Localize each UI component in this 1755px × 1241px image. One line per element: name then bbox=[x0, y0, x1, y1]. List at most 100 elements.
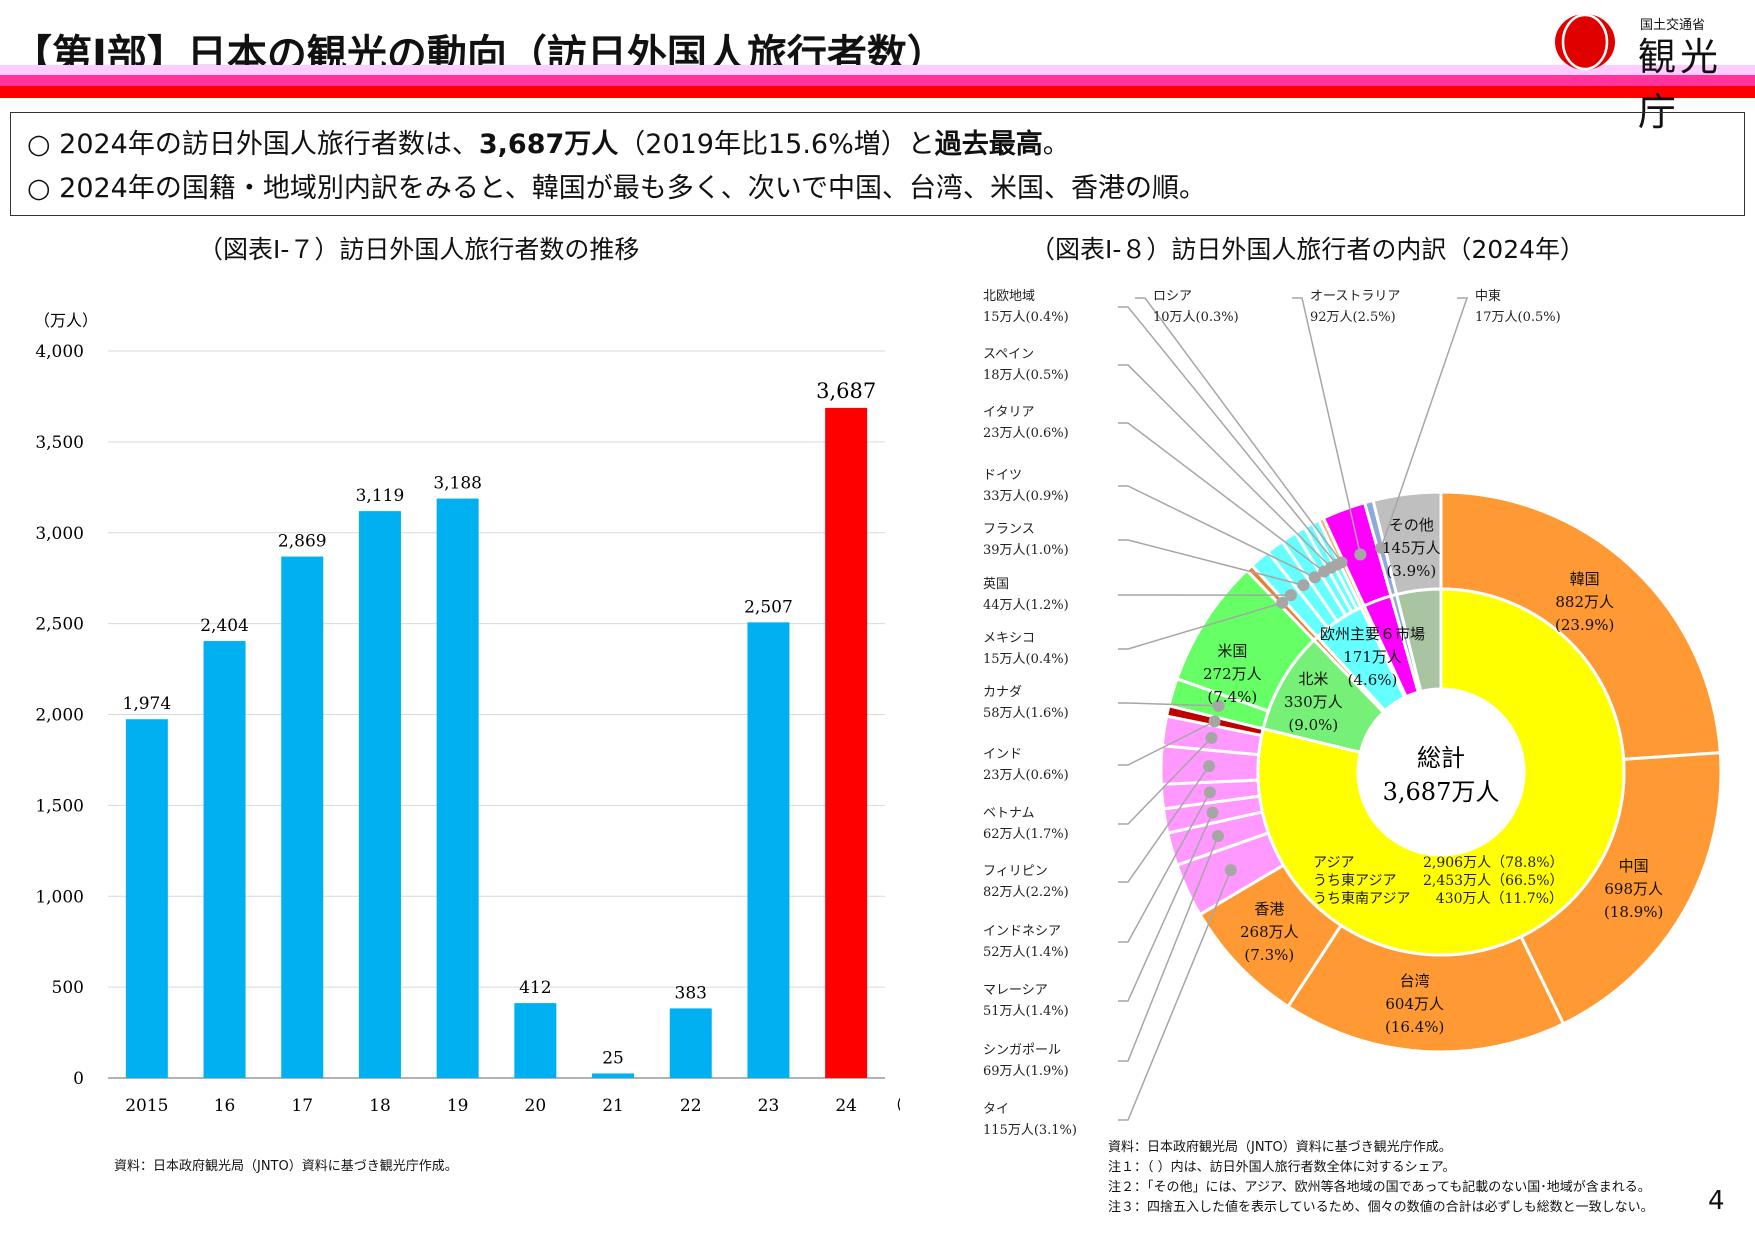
callout-value: 44万人(1.2%) bbox=[983, 598, 1069, 613]
leader-line bbox=[1118, 602, 1283, 650]
label-korea: 韓国 882万人 (23.9%) bbox=[1555, 568, 1614, 637]
callout-label-indonesia: インドネシア 52万人(1.4%) bbox=[983, 921, 1069, 963]
callout-name: ロシア bbox=[1153, 289, 1193, 304]
bar bbox=[592, 1073, 635, 1078]
summary-line-1: ○ 2024年の訪日外国人旅行者数は、3,687万人（2019年比15.6%増）… bbox=[27, 123, 1728, 167]
label-northamerica: 北米 330万人 (9.0%) bbox=[1284, 668, 1343, 737]
leader-dot bbox=[1205, 731, 1218, 744]
leader-line bbox=[1118, 869, 1232, 1121]
leader-line bbox=[1118, 422, 1325, 573]
callout-value: 69万人(1.9%) bbox=[983, 1064, 1069, 1079]
summary-text: 。 bbox=[1042, 129, 1070, 160]
note: 資料：日本政府観光局（JNTO）資料に基づき観光庁作成。 bbox=[1108, 1140, 1452, 1155]
leader-line bbox=[1118, 306, 1338, 566]
callout-name: タイ bbox=[983, 1102, 1010, 1117]
callout-value: 15万人(0.4%) bbox=[983, 310, 1069, 325]
callout-label-mexico: メキシコ 15万人(0.4%) bbox=[983, 628, 1069, 670]
bar-value-label: 2,507 bbox=[744, 597, 793, 617]
y-tick-label: 0 bbox=[73, 1069, 84, 1089]
slice-text: (4.6%) bbox=[1347, 671, 1398, 689]
callout-value: 23万人(0.6%) bbox=[983, 768, 1069, 783]
slice-text: 330万人 bbox=[1284, 693, 1343, 711]
callout-value: 115万人(3.1%) bbox=[983, 1123, 1077, 1138]
slice-text: 米国 bbox=[1217, 642, 1248, 660]
slice-text: 171万人 bbox=[1343, 648, 1402, 666]
label-hongkong: 香港 268万人 (7.3%) bbox=[1240, 898, 1299, 967]
leader-dot bbox=[1203, 760, 1216, 773]
x-tick-label: 20 bbox=[525, 1096, 547, 1116]
x-tick-label: 19 bbox=[447, 1096, 469, 1116]
callout-name: カナダ bbox=[983, 685, 1023, 700]
slice-text: (7.3%) bbox=[1244, 946, 1295, 964]
bar-value-label: 1,974 bbox=[123, 694, 172, 714]
summary-line-2: ○ 2024年の国籍・地域別内訳をみると、韓国が最も多く、次いで中国、台湾、米国… bbox=[27, 173, 1206, 204]
bar-value-label: 2,869 bbox=[278, 532, 327, 552]
bar-value-label: 3,687 bbox=[816, 379, 876, 403]
leader-dot bbox=[1284, 589, 1297, 602]
bar-chart-source: 資料：日本政府観光局（JNTO）資料に基づき観光庁作成。 bbox=[114, 1159, 458, 1174]
region-value: 430万人（11.7%） bbox=[1435, 891, 1563, 907]
leader-dot bbox=[1276, 596, 1289, 609]
callout-name: ベトナム bbox=[983, 806, 1035, 821]
label-taiwan: 台湾 604万人 (16.4%) bbox=[1385, 970, 1444, 1039]
callout-label-singapore: シンガポール 69万人(1.9%) bbox=[983, 1040, 1069, 1082]
leader-dot bbox=[1375, 541, 1388, 554]
callout-value: 82万人(2.2%) bbox=[983, 885, 1069, 900]
x-tick-label: 18 bbox=[369, 1096, 391, 1116]
label-other: その他 145万人 (3.9%) bbox=[1382, 514, 1441, 583]
callout-label-malaysia: マレーシア 51万人(1.4%) bbox=[983, 980, 1069, 1022]
leader-dot bbox=[1208, 715, 1221, 728]
callout-name: オーストラリア bbox=[1310, 289, 1401, 304]
leader-line bbox=[1292, 297, 1362, 555]
x-tick-label: 22 bbox=[680, 1096, 702, 1116]
summary-highlight: 過去最高 bbox=[934, 129, 1043, 160]
callout-label-australia: オーストラリア 92万人(2.5%) bbox=[1310, 286, 1400, 328]
x-tick-label: 23 bbox=[758, 1096, 780, 1116]
slice-text: (7.4%) bbox=[1207, 688, 1258, 706]
x-tick-label: 17 bbox=[291, 1096, 313, 1116]
callout-label-philippines: フィリピン 82万人(2.2%) bbox=[983, 861, 1069, 903]
callout-name: インド bbox=[983, 747, 1023, 762]
leader-line bbox=[1118, 812, 1214, 1002]
inner-slice-asia bbox=[1256, 587, 1626, 957]
callout-name: 中東 bbox=[1475, 289, 1502, 304]
bar-chart: 0 500 1,000 1,500 2,000 2,500 3,000 3,500 4,000 （… bbox=[34, 311, 900, 1116]
bar bbox=[436, 498, 479, 1078]
y-tick-label: 1,000 bbox=[35, 887, 84, 907]
y-tick-label: 2,000 bbox=[35, 706, 84, 726]
bar bbox=[125, 719, 168, 1078]
slice-text: 272万人 bbox=[1203, 665, 1262, 683]
leader-dot bbox=[1212, 699, 1225, 712]
total-value: 3,687万人 bbox=[1383, 778, 1500, 806]
callout-value: 33万人(0.9%) bbox=[983, 489, 1069, 504]
slice-text: 中国 bbox=[1618, 857, 1649, 875]
asia-breakdown-row: アジア 2,906万人（78.8%） bbox=[1313, 854, 1564, 872]
y-tick-label: 500 bbox=[52, 978, 84, 998]
logo-ministry-text: 国土交通省 bbox=[1640, 18, 1706, 33]
summary-text: ○ 2024年の訪日外国人旅行者数は、 bbox=[27, 129, 479, 160]
slice-text: (16.4%) bbox=[1385, 1018, 1445, 1036]
y-tick-label: 3,000 bbox=[35, 524, 84, 544]
leader-line bbox=[1118, 485, 1316, 578]
leader-line bbox=[1118, 835, 1219, 1062]
leader-line bbox=[1380, 297, 1469, 549]
callout-name: メキシコ bbox=[983, 631, 1036, 646]
callout-label-france: フランス 39万人(1.0%) bbox=[983, 519, 1069, 561]
label-usa: 米国 272万人 (7.4%) bbox=[1203, 640, 1262, 709]
summary-text: （2019年比15.6%増）と bbox=[618, 129, 935, 160]
total-label: 総計 bbox=[1417, 744, 1465, 772]
callout-name: ドイツ bbox=[983, 468, 1023, 483]
donut-chart-title: （図表Ⅰ-８）訪日外国人旅行者の内訳（2024年） bbox=[1030, 235, 1586, 264]
callout-value: 17万人(0.5%) bbox=[1475, 310, 1561, 325]
callout-name: フランス bbox=[983, 522, 1035, 537]
label-europe6: 欧州主要６市場 171万人 (4.6%) bbox=[1320, 623, 1425, 692]
label-china: 中国 698万人 (18.9%) bbox=[1604, 855, 1663, 924]
callout-name: スペイン bbox=[983, 347, 1035, 362]
callout-label-italy: イタリア 23万人(0.6%) bbox=[983, 402, 1069, 444]
leader-dot bbox=[1318, 565, 1331, 578]
bar-value-label: 383 bbox=[675, 983, 707, 1003]
leader-line bbox=[1118, 737, 1213, 825]
bar bbox=[358, 511, 401, 1078]
callout-name: 北欧地域 bbox=[983, 289, 1036, 304]
slice-text: 香港 bbox=[1254, 900, 1285, 918]
